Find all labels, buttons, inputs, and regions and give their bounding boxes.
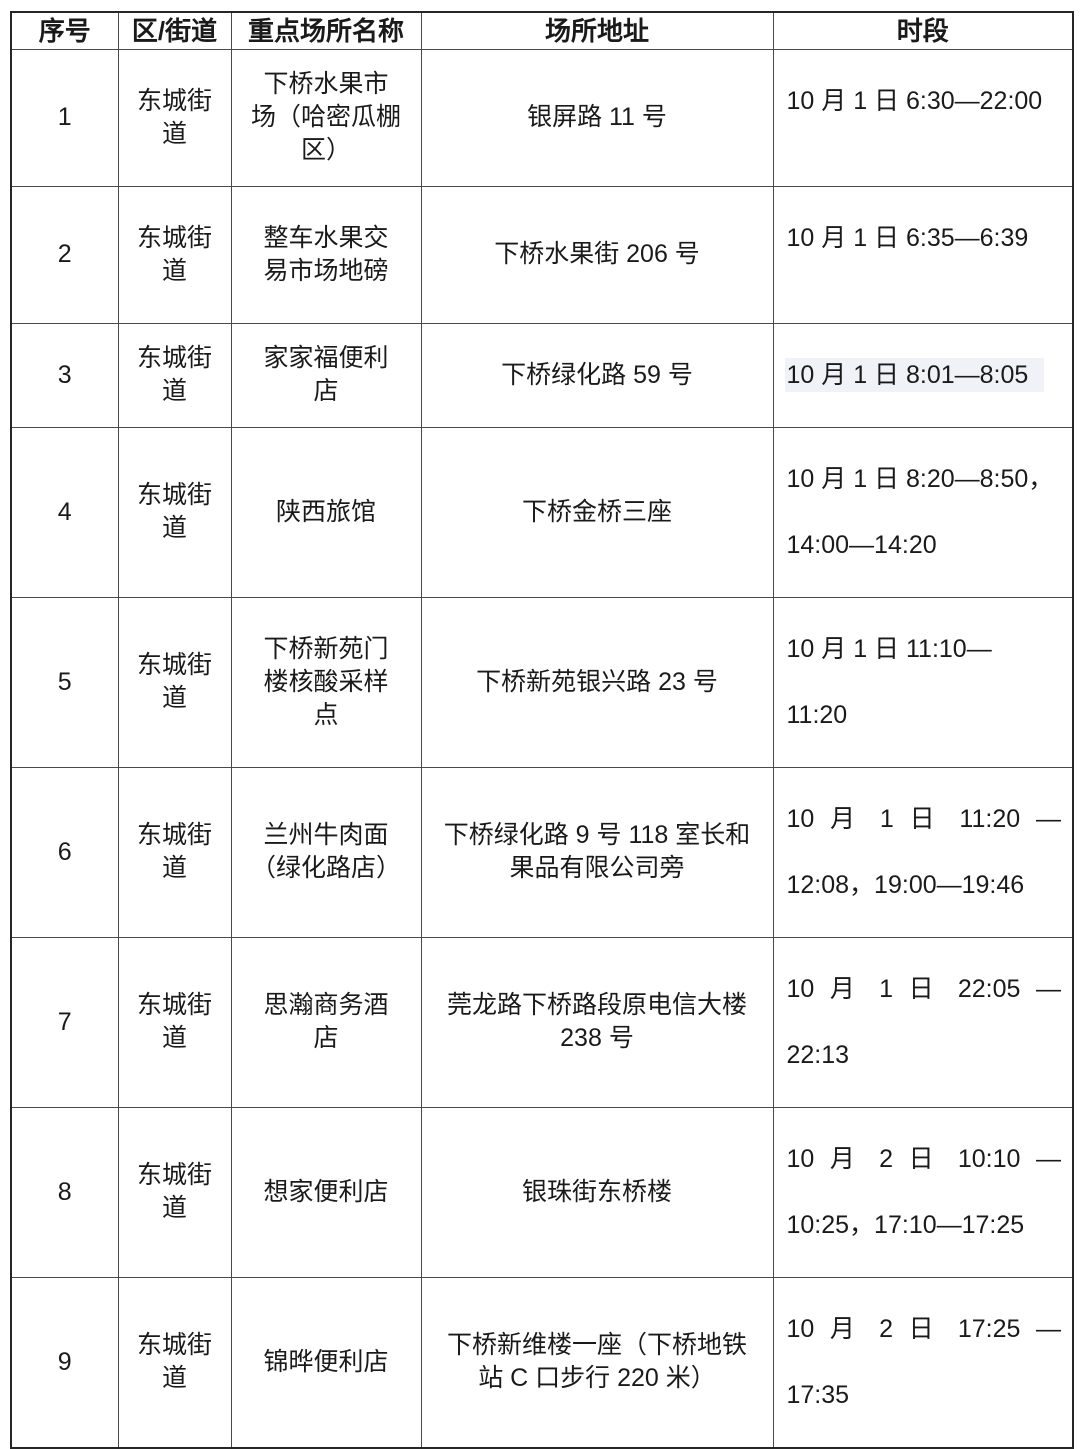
cell-no: 1: [10, 48, 119, 187]
table-row: 9 东城街 道 锦晔便利店 下桥新维楼一座（下桥地铁 站 C 口步行 220 米…: [10, 1276, 1074, 1448]
cell-venue-name: 陕西旅馆: [230, 426, 422, 598]
cell-time: 10 月 1 日 6:30—22:00: [772, 48, 1074, 187]
cell-address: 下桥水果街 206 号: [420, 185, 774, 324]
cell-no: 9: [10, 1276, 119, 1448]
cell-no: 4: [10, 426, 119, 598]
column-header-time: 时段: [772, 11, 1074, 50]
cell-address: 下桥金桥三座: [420, 426, 774, 598]
time-line: 10 月 1 日 22:05 —: [786, 974, 1062, 1003]
cell-time: 10 月 1 日 6:35—6:39: [772, 185, 1074, 324]
venues-table: 序号 区/街道 重点场所名称 场所地址 时段 1 东城街 道 下桥水果市 场（哈…: [10, 11, 1074, 1449]
time-line: 10 月 1 日 8:20—8:50，: [786, 464, 1054, 493]
time-line: 10:25，17:10—17:25: [786, 1210, 1025, 1239]
time-line: 11:20: [786, 700, 848, 729]
time-line: 22:13: [786, 1040, 850, 1069]
cell-address: 银屏路 11 号: [420, 48, 774, 187]
cell-district: 东城街 道: [117, 1106, 232, 1278]
cell-address: 下桥绿化路 59 号: [420, 322, 774, 428]
cell-no: 3: [10, 322, 119, 428]
highlighted-time-text: 10 月 1 日 8:01—8:05: [784, 357, 1045, 392]
cell-no: 8: [10, 1106, 119, 1278]
table-row: 4 东城街 道 陕西旅馆 下桥金桥三座 10 月 1 日 8:20—8:50， …: [10, 426, 1074, 598]
cell-district: 东城街 道: [117, 426, 232, 598]
cell-no: 6: [10, 766, 119, 938]
column-header-district: 区/街道: [117, 11, 232, 50]
cell-time: 10 月 1 日 22:05 — 22:13: [772, 936, 1074, 1108]
cell-address: 下桥新维楼一座（下桥地铁 站 C 口步行 220 米）: [420, 1276, 774, 1448]
time-line: 10 月 1 日 11:10—: [786, 634, 992, 663]
cell-venue-name: 家家福便利 店: [230, 322, 422, 428]
time-line: 10 月 2 日 17:25 —: [786, 1314, 1062, 1343]
column-header-no: 序号: [10, 11, 119, 50]
cell-no: 2: [10, 185, 119, 324]
cell-district: 东城街 道: [117, 48, 232, 187]
time-line: 17:35: [786, 1380, 850, 1409]
venues-table-container: 序号 区/街道 重点场所名称 场所地址 时段 1 东城街 道 下桥水果市 场（哈…: [10, 11, 1074, 1449]
table-row: 3 东城街 道 家家福便利 店 下桥绿化路 59 号 10 月 1 日 8:01…: [10, 322, 1074, 428]
cell-district: 东城街 道: [117, 936, 232, 1108]
table-row: 8 东城街 道 想家便利店 银珠街东桥楼 10 月 2 日 10:10 — 10…: [10, 1106, 1074, 1278]
cell-district: 东城街 道: [117, 596, 232, 768]
cell-time: 10 月 1 日 11:20 — 12:08，19:00—19:46: [772, 766, 1074, 938]
table-row: 1 东城街 道 下桥水果市 场（哈密瓜棚 区） 银屏路 11 号 10 月 1 …: [10, 48, 1074, 187]
time-line: 10 月 1 日 11:20 —: [786, 804, 1062, 833]
time-line: 10 月 2 日 10:10 —: [786, 1144, 1062, 1173]
table-row: 7 东城街 道 思瀚商务酒 店 莞龙路下桥路段原电信大楼 238 号 10 月 …: [10, 936, 1074, 1108]
cell-address: 下桥绿化路 9 号 118 室长和 果品有限公司旁: [420, 766, 774, 938]
cell-district: 东城街 道: [117, 1276, 232, 1448]
cell-time: 10 月 2 日 10:10 — 10:25，17:10—17:25: [772, 1106, 1074, 1278]
time-line: 10 月 1 日 8:01—8:05: [784, 357, 1062, 392]
table-row: 6 东城街 道 兰州牛肉面 （绿化路店） 下桥绿化路 9 号 118 室长和 果…: [10, 766, 1074, 938]
cell-venue-name: 下桥水果市 场（哈密瓜棚 区）: [230, 48, 422, 187]
cell-district: 东城街 道: [117, 766, 232, 938]
time-line: 10 月 1 日 6:35—6:39: [786, 223, 1029, 252]
cell-time: 10 月 1 日 8:20—8:50， 14:00—14:20: [772, 426, 1074, 598]
cell-time: 10 月 1 日 8:01—8:05: [772, 322, 1074, 428]
time-line: 10 月 1 日 6:30—22:00: [786, 86, 1043, 115]
cell-address: 银珠街东桥楼: [420, 1106, 774, 1278]
cell-no: 7: [10, 936, 119, 1108]
cell-no: 5: [10, 596, 119, 768]
column-header-venue-name: 重点场所名称: [230, 11, 422, 50]
cell-venue-name: 想家便利店: [230, 1106, 422, 1278]
cell-time: 10 月 1 日 11:10— 11:20: [772, 596, 1074, 768]
cell-venue-name: 思瀚商务酒 店: [230, 936, 422, 1108]
table-row: 2 东城街 道 整车水果交 易市场地磅 下桥水果街 206 号 10 月 1 日…: [10, 185, 1074, 324]
header-row: 序号 区/街道 重点场所名称 场所地址 时段: [10, 11, 1074, 50]
cell-time: 10 月 2 日 17:25 — 17:35: [772, 1276, 1074, 1448]
time-line: 14:00—14:20: [786, 530, 937, 559]
cell-district: 东城街 道: [117, 322, 232, 428]
cell-venue-name: 整车水果交 易市场地磅: [230, 185, 422, 324]
cell-venue-name: 兰州牛肉面 （绿化路店）: [230, 766, 422, 938]
column-header-address: 场所地址: [420, 11, 774, 50]
cell-venue-name: 锦晔便利店: [230, 1276, 422, 1448]
table-row: 5 东城街 道 下桥新苑门 楼核酸采样 点 下桥新苑银兴路 23 号 10 月 …: [10, 596, 1074, 768]
cell-venue-name: 下桥新苑门 楼核酸采样 点: [230, 596, 422, 768]
time-line: 12:08，19:00—19:46: [786, 870, 1025, 899]
cell-address: 下桥新苑银兴路 23 号: [420, 596, 774, 768]
cell-address: 莞龙路下桥路段原电信大楼 238 号: [420, 936, 774, 1108]
cell-district: 东城街 道: [117, 185, 232, 324]
